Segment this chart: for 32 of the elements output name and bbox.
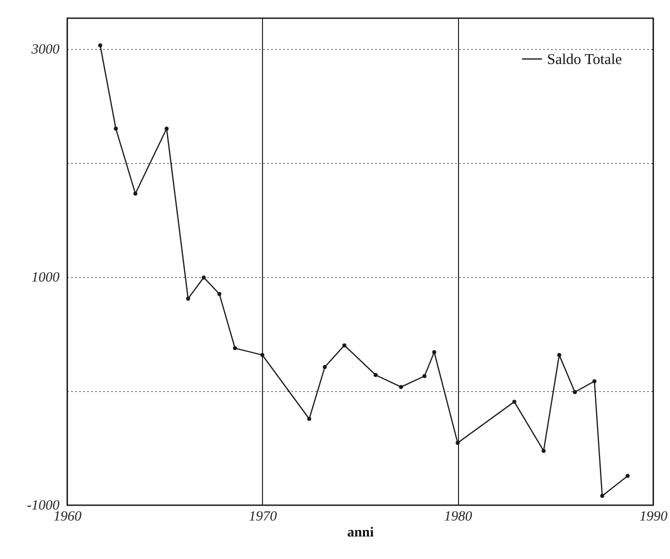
point: [164, 126, 169, 131]
point: [542, 448, 546, 453]
x-tick-label: 1970: [248, 510, 277, 524]
point: [98, 43, 102, 48]
point: [186, 296, 190, 301]
point: [399, 384, 404, 389]
point: [322, 365, 327, 369]
point: [557, 353, 562, 358]
point: [232, 346, 237, 350]
point: [374, 372, 378, 377]
point: [422, 374, 426, 378]
point: [133, 192, 138, 196]
point: [342, 343, 346, 348]
point: [456, 440, 460, 445]
x-axis-title: anni: [347, 526, 374, 540]
point: [114, 126, 118, 131]
point: [432, 350, 436, 354]
x-tick-label: 1980: [444, 510, 472, 524]
point: [600, 494, 604, 498]
point: [592, 379, 596, 384]
x-tick-label: 1960: [54, 510, 82, 524]
point: [512, 400, 516, 404]
point: [307, 416, 312, 421]
y-tick-label: 1000: [32, 270, 60, 286]
legend-label: Saldo Totale: [547, 52, 622, 68]
y-tick-label: 3000: [30, 42, 60, 58]
x-tick-label: 1990: [640, 510, 668, 524]
point: [572, 390, 577, 394]
point: [626, 474, 630, 478]
point: [217, 292, 222, 296]
point: [202, 275, 206, 280]
point: [260, 353, 264, 358]
